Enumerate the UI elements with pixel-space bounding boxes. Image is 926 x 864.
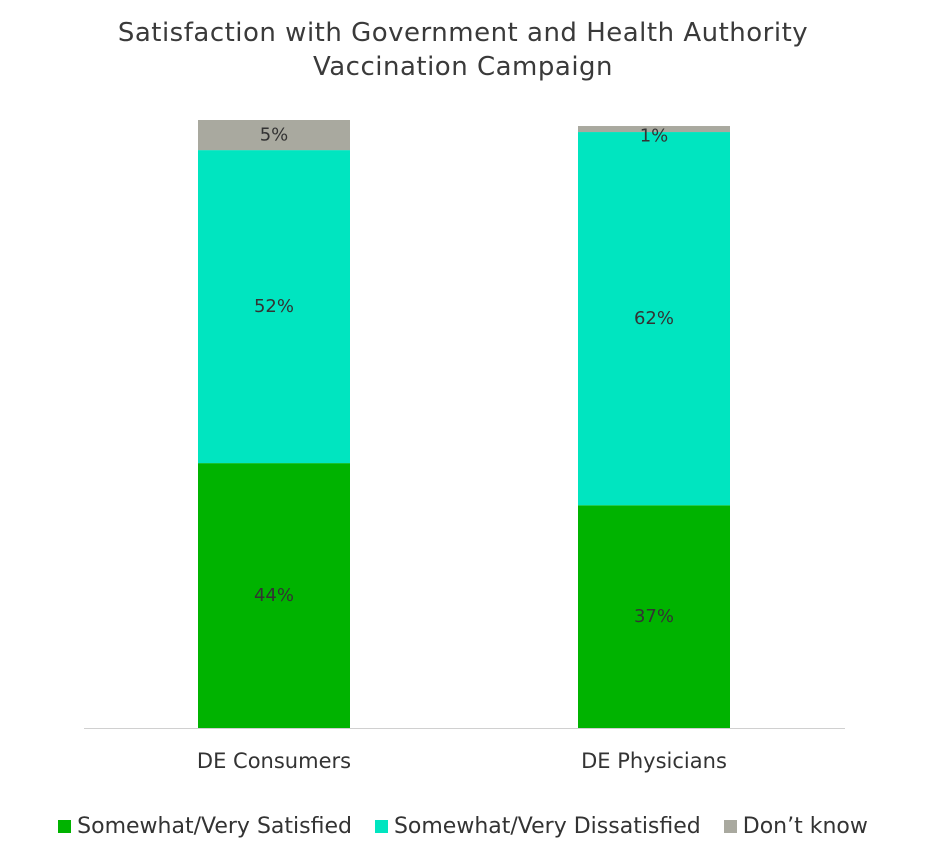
- data-label-dont-know-2: 1%: [640, 126, 669, 147]
- bar-segment-dissatisfied-2: [578, 132, 730, 506]
- legend-item-dissatisfied: Somewhat/Very Dissatisfied: [374, 814, 701, 839]
- legend-item-dont-know: Don’t know: [723, 814, 868, 839]
- stacked-bar-chart: 44% 52% 5% DE Consumers 37% 62% 1% DE Physician…: [84, 120, 845, 773]
- x-tick-label-1: DE Consumers: [197, 749, 351, 773]
- legend-swatch-dissatisfied: [374, 820, 388, 833]
- legend-label-dissatisfied: Somewhat/Very Dissatisfied: [393, 814, 701, 839]
- chart-title-line-2: Vaccination Campaign: [312, 52, 614, 82]
- chart-title-line-1: Satisfaction with Government and Health …: [117, 18, 809, 48]
- bar-segment-dont-know-2: [578, 126, 730, 133]
- legend-swatch-satisfied: [58, 820, 72, 833]
- bar-segment-dont-know-1: [198, 120, 350, 151]
- legend-swatch-dont-know: [723, 820, 737, 833]
- bar-segment-satisfied-2: [578, 505, 730, 728]
- legend-label-dont-know: Don’t know: [742, 814, 868, 839]
- bar-segment-dissatisfied-1: [198, 150, 350, 464]
- data-label-dissatisfied-2: 62%: [634, 308, 674, 329]
- data-label-satisfied-1: 44%: [254, 585, 294, 606]
- data-label-satisfied-2: 37%: [634, 606, 674, 627]
- data-label-dissatisfied-1: 52%: [254, 296, 294, 317]
- data-label-dont-know-1: 5%: [260, 125, 289, 146]
- legend-label-satisfied: Somewhat/Very Satisfied: [77, 814, 352, 839]
- chart-title: Satisfaction with Government and Health …: [0, 16, 926, 84]
- legend-item-satisfied: Somewhat/Very Satisfied: [58, 814, 352, 839]
- x-tick-label-2: DE Physicians: [581, 749, 727, 773]
- legend: Somewhat/Very Satisfied Somewhat/Very Di…: [0, 814, 926, 839]
- bar-segment-satisfied-1: [198, 463, 350, 728]
